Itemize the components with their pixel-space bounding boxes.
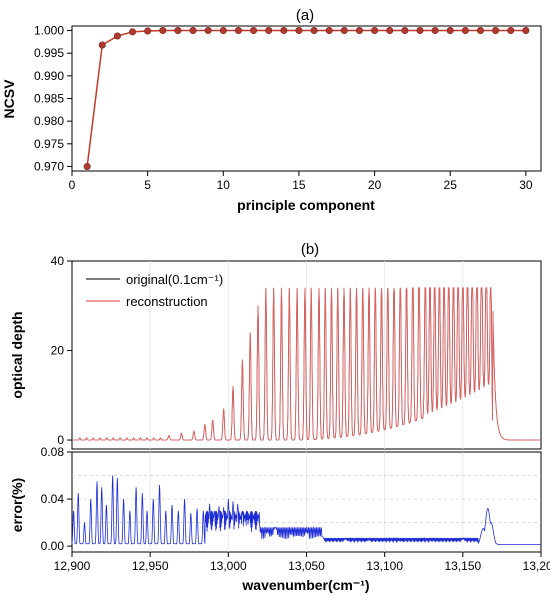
panel-a-point (174, 27, 182, 35)
panel-a-point (325, 27, 333, 35)
legend-reconstruction-label: reconstruction (126, 294, 208, 309)
panel-b-y-tick-label: 20 (51, 344, 65, 358)
panel-b-label: (b) (301, 241, 319, 258)
panel-b-y-ticks: 0 20 40 (51, 254, 72, 447)
panel-a-point (386, 27, 394, 35)
panel-a-y-tick-label: 0.985 (34, 92, 64, 106)
panel-a-y-ticks: 0.970 0.975 0.980 0.985 0.990 0.995 1.000 (34, 24, 72, 173)
panel-a-point (219, 27, 227, 35)
panel-a-point (431, 27, 439, 35)
panel-b-reconstruction-line (72, 287, 541, 441)
panel-a-point (371, 27, 379, 35)
panel-c-y-tick-label: 0.00 (41, 539, 65, 553)
panel-a-point (159, 27, 167, 35)
panel-a-y-tick-label: 0.990 (34, 69, 64, 83)
panel-a-series (83, 27, 530, 170)
panel-a-point (189, 27, 197, 35)
panel-a-x-tick-label: 15 (292, 178, 306, 192)
panel-c-x-tick-label: 13,000 (210, 559, 247, 573)
panel-a-x-tick-label: 25 (444, 178, 458, 192)
panel-b: (b) 0 20 40 optical depth original(0.1cm⁻¹… (9, 241, 542, 450)
panel-a-point (295, 27, 303, 35)
panel-c-x-tick-label: 12,900 (54, 559, 91, 573)
panel-b-legend: original(0.1cm⁻¹) reconstruction (86, 272, 223, 309)
panel-a-y-tick-label: 0.975 (34, 137, 64, 151)
panel-c: 12,900 12,950 13,000 13,050 13,100 13,150 13,2… (9, 445, 550, 593)
panel-a-y-tick-label: 0.980 (34, 114, 64, 128)
panel-a: (a) 0 5 10 15 20 25 30 0.9700.9750.9800.9850.9… (1, 7, 542, 213)
panel-a-point (83, 162, 91, 170)
panel-a-y-tick-label: 0.970 (34, 159, 64, 173)
panel-a-point (113, 32, 121, 40)
panel-b-y-tick-label: 0 (57, 433, 64, 447)
panel-a-x-tick-label: 0 (69, 178, 76, 192)
panel-a-point (416, 27, 424, 35)
panel-a-point (522, 27, 530, 35)
panel-a-point (98, 41, 106, 49)
panel-b-y-tick-label: 40 (51, 254, 65, 268)
panel-a-point (340, 27, 348, 35)
panel-c-y-label: error(%) (9, 478, 25, 532)
panel-a-x-ticks: 0 5 10 15 20 25 30 (69, 171, 533, 192)
panel-c-x-tick-label: 13,150 (444, 559, 481, 573)
panel-a-y-tick-label: 1.000 (34, 24, 64, 38)
panel-a-line (86, 29, 526, 167)
panel-a-y-label: NCSV (1, 79, 17, 119)
panel-a-point (507, 27, 515, 35)
panel-c-x-ticks: 12,900 12,950 13,000 13,050 13,100 13,150 13,2… (54, 552, 550, 573)
panel-c-x-label: wavenumber(cm⁻¹) (241, 577, 369, 593)
legend-original-label: original(0.1cm⁻¹) (126, 272, 223, 287)
panel-c-x-tick-label: 12,950 (132, 559, 169, 573)
panel-c-x-tick-label: 13,200 (523, 559, 550, 573)
panel-a-x-tick-label: 20 (368, 178, 382, 192)
panel-a-point (355, 27, 363, 35)
panel-b-series (72, 287, 541, 441)
panel-c-error-line (71, 475, 541, 545)
panel-a-point (129, 28, 137, 36)
panel-a-x-tick-label: 10 (217, 178, 231, 192)
panel-a-point (310, 27, 318, 35)
panel-c-y-ticks: 0.00 0.04 0.08 (41, 445, 72, 553)
panel-a-x-tick-label: 30 (519, 178, 533, 192)
panel-a-point (265, 27, 273, 35)
panel-a-point (144, 27, 152, 35)
panel-a-x-tick-label: 5 (144, 178, 151, 192)
panel-a-point (492, 27, 500, 35)
panel-a-point (280, 27, 288, 35)
panel-c-x-tick-label: 13,050 (288, 559, 325, 573)
panel-a-x-label: principle component (237, 197, 375, 213)
panel-a-point (401, 27, 409, 35)
panel-a-point (461, 27, 469, 35)
panel-a-point (476, 27, 484, 35)
panel-c-series (71, 475, 541, 545)
panel-a-point (250, 27, 258, 35)
panel-a-frame (71, 25, 542, 172)
panel-b-y-label: optical depth (9, 311, 25, 398)
panel-a-point (234, 27, 242, 35)
panel-a-point (204, 27, 212, 35)
panel-c-x-tick-label: 13,100 (366, 559, 403, 573)
panel-a-point (446, 27, 454, 35)
panel-c-y-tick-label: 0.08 (41, 445, 65, 459)
panel-c-y-tick-label: 0.04 (41, 492, 65, 506)
panel-a-y-tick-label: 0.995 (34, 46, 64, 60)
panel-a-label: (a) (296, 7, 314, 24)
